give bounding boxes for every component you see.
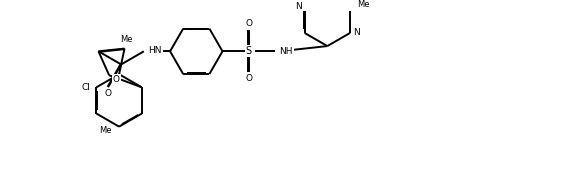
Text: N: N xyxy=(353,28,360,37)
Text: N: N xyxy=(295,2,302,11)
Text: NH: NH xyxy=(280,47,293,56)
Text: O: O xyxy=(245,19,252,28)
Text: Me: Me xyxy=(358,0,370,9)
Text: O: O xyxy=(245,74,252,83)
Text: Me: Me xyxy=(99,126,111,135)
Text: Cl: Cl xyxy=(82,83,91,92)
Text: HN: HN xyxy=(149,46,162,55)
Text: O: O xyxy=(113,74,120,84)
Text: O: O xyxy=(105,89,111,98)
Text: S: S xyxy=(245,46,252,56)
Text: Me: Me xyxy=(120,35,133,44)
